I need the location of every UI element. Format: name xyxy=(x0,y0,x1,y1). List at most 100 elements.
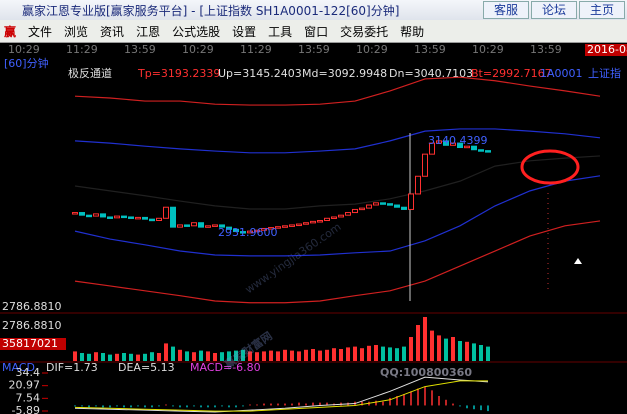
dif-label: DIF=1.73 xyxy=(46,361,98,374)
candle xyxy=(268,227,274,230)
indicator-param: Tp=3193.2339 xyxy=(137,67,220,80)
volume-bar xyxy=(157,353,161,361)
candle xyxy=(380,202,386,205)
period: [60]分钟 xyxy=(4,56,49,70)
candle xyxy=(93,213,99,217)
menu-item[interactable]: 资讯 xyxy=(100,24,125,39)
candle xyxy=(212,224,218,227)
band-line xyxy=(74,175,601,257)
volume-bar xyxy=(290,350,294,361)
menu-item[interactable]: 交易委托 xyxy=(340,24,389,39)
candle xyxy=(387,203,393,206)
volume-total: 35817021 xyxy=(2,337,58,350)
volume-bar xyxy=(262,351,266,361)
button[interactable]: 论坛 xyxy=(530,1,577,19)
volume-bar xyxy=(108,354,112,361)
title-bar: 赢家江恩专业版[赢家服务平台] - [上证指数 SH1A0001-122[60]… xyxy=(0,0,627,20)
title-buttons: 客服 论坛 主页 xyxy=(482,1,625,19)
volume-bar xyxy=(269,350,273,361)
menu-item[interactable]: 窗口 xyxy=(304,24,329,39)
window-title: 赢家江恩专业版[赢家服务平台] - [上证指数 SH1A0001-122[60]… xyxy=(22,3,400,18)
menu-item[interactable]: 公式选股 xyxy=(172,24,221,39)
volume-bar xyxy=(388,347,392,361)
highlight-circle xyxy=(520,149,580,185)
candle xyxy=(478,149,484,152)
stock-name: 上证指 xyxy=(588,66,621,80)
volume-bar xyxy=(353,346,357,361)
candle xyxy=(233,228,239,233)
volume-bar xyxy=(255,352,259,361)
candle xyxy=(296,223,302,227)
indicator-param: Dn=3040.7103 xyxy=(389,67,473,80)
menu-bar: 赢 文件 浏览 资讯 江恩 公式选股 设置 工具 窗口 交易委托 帮助 xyxy=(0,20,627,43)
candle xyxy=(79,212,85,216)
candle xyxy=(254,229,260,233)
menu-item[interactable]: 帮助 xyxy=(400,24,425,39)
candle xyxy=(457,142,463,149)
volume-bar xyxy=(402,346,406,361)
candle xyxy=(401,206,407,210)
candle xyxy=(170,206,176,228)
volume-bar xyxy=(94,352,98,361)
chart-area: 10:29 11:29 13:59 10:29 11:29 13:59 10:29 13:59… xyxy=(0,43,627,414)
candle xyxy=(324,217,330,222)
candle xyxy=(135,216,141,220)
candle xyxy=(450,142,456,146)
volume-bar xyxy=(395,348,399,361)
band-line xyxy=(74,220,601,304)
volume-bar xyxy=(115,353,119,361)
candle xyxy=(107,216,113,219)
band-line xyxy=(74,155,601,210)
candle xyxy=(303,222,309,225)
volume-bar xyxy=(374,345,378,361)
candle xyxy=(359,207,365,211)
volume-bar xyxy=(486,346,490,361)
volume-bar xyxy=(479,345,483,361)
candle xyxy=(261,227,267,231)
volume-bar xyxy=(213,353,217,361)
candle xyxy=(422,153,428,177)
volume-bar xyxy=(318,350,322,361)
candle xyxy=(338,214,344,218)
indicator-param: Up=3145.2403 xyxy=(218,67,302,80)
volume-bar xyxy=(171,346,175,361)
volume-bar xyxy=(143,353,147,361)
volume-bar xyxy=(304,349,308,361)
candle xyxy=(275,226,281,229)
dea-label: DEA=5.13 xyxy=(118,361,175,374)
volume-bar xyxy=(73,351,77,361)
volume-bar xyxy=(367,345,371,361)
button[interactable]: 客服 xyxy=(482,1,529,19)
button[interactable]: 主页 xyxy=(578,1,625,19)
candle xyxy=(121,215,127,219)
time-label: 13:59 xyxy=(414,43,446,56)
total-box xyxy=(0,338,66,350)
dif-line xyxy=(74,376,489,413)
menu-item[interactable]: 江恩 xyxy=(136,24,161,39)
candle xyxy=(366,204,372,209)
macd-label: MACD=-6.80 xyxy=(190,361,261,374)
time-label: 13:59 xyxy=(124,43,156,56)
volume-bar xyxy=(136,354,140,361)
dea-line xyxy=(74,380,488,412)
menu-item[interactable]: 浏览 xyxy=(64,24,89,39)
menu-item[interactable]: 文件 xyxy=(28,24,53,39)
candle xyxy=(177,224,183,228)
candle xyxy=(408,193,414,210)
candle xyxy=(240,231,246,234)
candle xyxy=(429,142,435,155)
volume-bar xyxy=(276,351,280,361)
candle xyxy=(282,225,288,228)
band-line xyxy=(74,128,601,154)
volume-bar xyxy=(339,349,343,361)
volume-bar xyxy=(360,348,364,361)
candle xyxy=(345,212,351,216)
candle xyxy=(331,216,337,219)
volume-bar xyxy=(409,337,413,361)
indicator-name: 极反通道 xyxy=(68,66,112,80)
candle xyxy=(226,226,232,230)
menu-item[interactable]: 工具 xyxy=(268,24,293,39)
macd-tick: 7.54 xyxy=(16,391,41,404)
candle xyxy=(471,145,477,151)
menu-item[interactable]: 设置 xyxy=(232,24,257,39)
